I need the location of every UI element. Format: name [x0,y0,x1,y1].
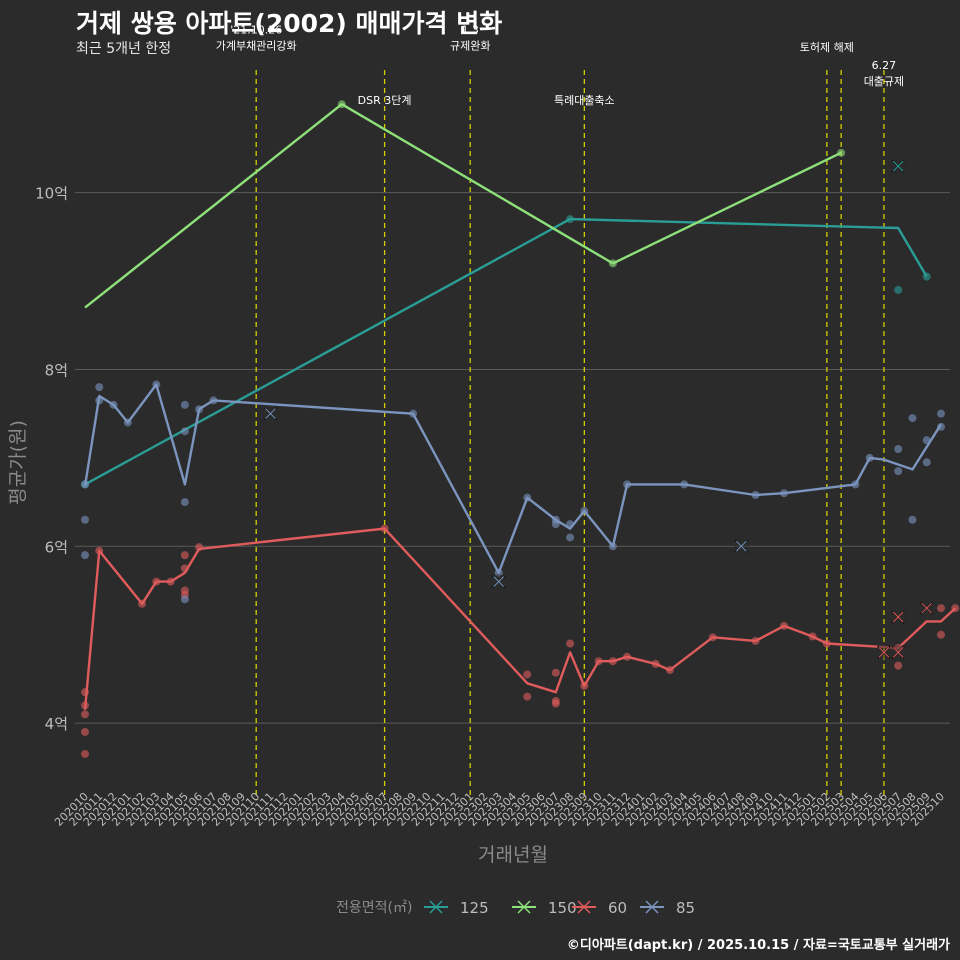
legend-key-x [429,900,443,914]
y-axis-title: 평균가(원) [7,420,29,505]
series-150 [84,100,846,309]
data-point-60 [81,727,89,736]
cancelled-x-inner [892,611,904,623]
cancelled-x-inner [265,408,276,420]
y-tick-label: 4억 [45,715,68,733]
cancelled-marker-60 [919,601,934,616]
legend-label: 85 [676,899,695,917]
data-point-85 [180,498,189,507]
legend-key-x [645,900,659,914]
cancelled-x-inner [892,647,904,658]
y-tick-label: 6억 [45,538,68,556]
data-point-60 [523,670,532,679]
cancelled-x-inner [493,576,505,587]
data-point-85 [894,445,903,454]
cancelled-x-inner [878,647,890,658]
x-axis-title: 거래년월 [478,844,548,866]
cancelled-x-inner [735,540,747,552]
event-label: 토허제 해제 [800,40,854,54]
event-label: DSR 3단계 [358,94,412,107]
cancelled-marker-85 [263,406,278,421]
data-point-85 [922,458,931,467]
legend-key-x [577,900,591,914]
event-label: '21.10.26 가계부채관리강화 [216,23,297,52]
series-layer [81,100,960,759]
data-point-85 [908,414,917,423]
x-axis: 2020102020112020122021012021022021032021… [52,790,947,866]
cancelled-marker-60 [891,610,906,625]
data-point-60 [81,750,89,759]
legend-title: 전용면적(㎡) [336,900,412,916]
series-line-125 [84,217,928,486]
legend-item-85: 85 [640,899,695,917]
series-line-60 [83,527,957,710]
data-point-85 [95,383,104,392]
event-label: 6.27 대출규제 [864,59,904,88]
data-point-60 [81,710,89,719]
cancelled-marker-60 [891,645,906,660]
data-point-85 [566,533,575,542]
data-point-85 [894,467,903,476]
legend-label: 125 [460,899,489,917]
legend-item-150: 150 [512,899,577,917]
legend: 전용면적(㎡) 125 150 60 85 [336,899,695,917]
data-point-60 [551,668,560,677]
event-label: 특례대출축소 [554,94,615,107]
legend-label: 150 [548,899,577,917]
data-point-60 [523,692,532,701]
data-point-85 [180,427,189,436]
cancelled-marker-85 [491,574,506,589]
legend-key-x [517,900,531,914]
series-85 [81,380,945,604]
cancelled-marker-125 [891,159,906,174]
data-point-60 [551,699,560,708]
data-point-85 [908,515,917,524]
event-label: 1.3 규제완화 [450,23,490,52]
data-point-85 [937,409,945,418]
legend-item-60: 60 [572,899,627,917]
data-point-85 [180,400,189,409]
data-point-85 [81,551,89,560]
legend-item-125: 125 [424,899,489,917]
data-point-85 [81,515,89,524]
data-point-60 [937,630,945,639]
data-point-60 [937,604,945,613]
cancelled-x-inner [892,160,904,172]
y-tick-label: 8억 [45,361,68,379]
data-point-60 [180,551,189,560]
cancelled-marker-60 [876,645,891,660]
data-point-60 [566,639,575,648]
grid-lines [75,192,950,724]
series-line-150 [84,103,842,309]
cancelled-marker-85 [734,539,749,554]
cancelled-x-inner [921,602,933,614]
series-60 [81,524,960,759]
data-point-60 [894,661,903,670]
y-tick-label: 10억 [35,185,68,203]
chart-title: 거제 쌍용 아파트(2002) 매매가격 변화 [76,9,503,38]
caption: ©디아파트(dapt.kr) / 2025.10.15 / 자료=국토교통부 실… [566,938,950,953]
data-point-125 [894,285,903,294]
chart-subtitle: 최근 5개년 한정 [76,41,172,57]
legend-label: 60 [608,899,627,917]
data-point-85 [180,595,189,604]
series-line-85 [83,383,943,574]
